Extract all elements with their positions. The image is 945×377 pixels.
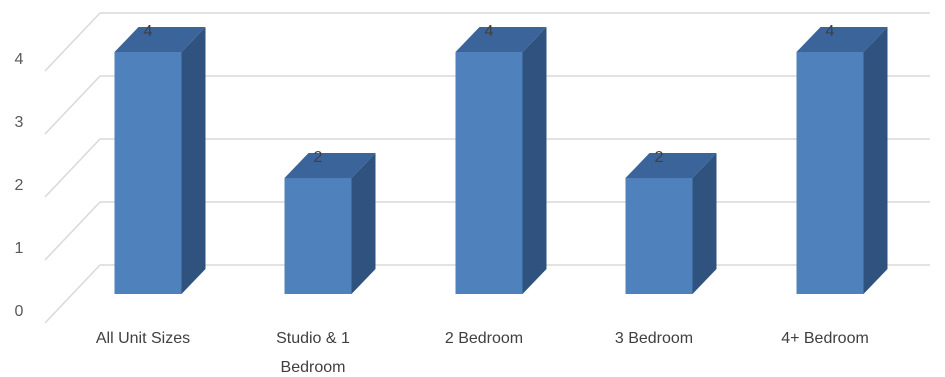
y-tick-label: 0 [15, 303, 24, 320]
bar-side [181, 27, 206, 294]
gridline-diagonal [44, 138, 101, 198]
category-label: 3 Bedroom [615, 330, 693, 347]
data-labels: 4 2 4 2 4 [144, 23, 835, 166]
category-label: All Unit Sizes [96, 330, 190, 347]
category-label: 2 Bedroom [445, 330, 523, 347]
bar [455, 27, 547, 294]
bar-front [455, 52, 523, 294]
gridline-diagonal [44, 201, 101, 261]
bar [796, 27, 888, 294]
data-label: 4 [144, 23, 153, 40]
bar-front [796, 52, 864, 294]
bar-front [114, 52, 182, 294]
data-label: 2 [314, 149, 323, 166]
data-label: 4 [826, 23, 835, 40]
gridline-diagonal [44, 264, 101, 324]
bar-front [284, 178, 352, 294]
bar-top [114, 27, 206, 52]
bar-top [796, 27, 888, 52]
bar-side [351, 153, 376, 294]
bar [114, 27, 206, 294]
category-label: Bedroom [281, 359, 346, 376]
x-axis-categories: All Unit Sizes Studio & 1 Bedroom 2 Bedroom… [96, 330, 869, 376]
category-label: Studio & 1 [276, 330, 350, 347]
bar-side [522, 27, 547, 294]
bar-top [455, 27, 547, 52]
gridline-diagonal [44, 12, 101, 72]
gridline-diagonal [44, 75, 101, 135]
y-tick-label: 4 [15, 51, 24, 68]
bar-front [625, 178, 693, 294]
data-label: 4 [485, 23, 494, 40]
y-tick-label: 1 [15, 240, 24, 257]
category-label: 4+ Bedroom [781, 330, 869, 347]
bar-top [284, 153, 376, 178]
data-label: 2 [655, 149, 664, 166]
bar-top [625, 153, 717, 178]
bar-side [692, 153, 717, 294]
bar [284, 153, 376, 294]
y-axis-ticks: 0 1 2 3 4 [15, 51, 24, 320]
y-tick-label: 2 [15, 177, 24, 194]
bar [625, 153, 717, 294]
bar-side [863, 27, 888, 294]
bars [114, 27, 888, 294]
y-tick-label: 3 [15, 114, 24, 131]
